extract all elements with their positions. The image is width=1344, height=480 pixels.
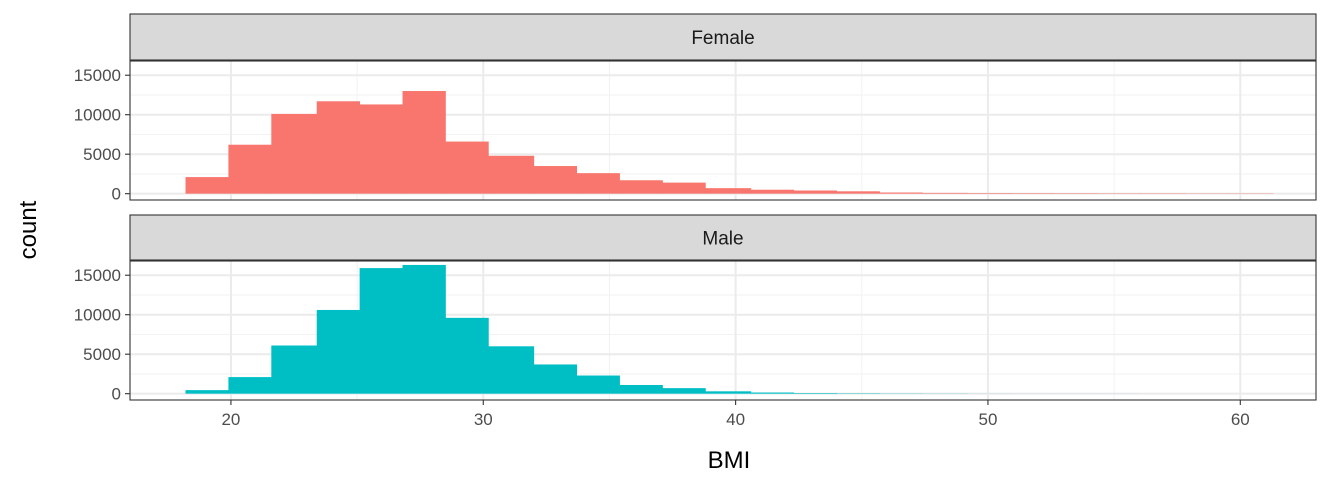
facet-panel-female: Female 0 5000 10000 15000 [74, 13, 1317, 204]
histogram-bar [359, 268, 403, 394]
histogram-bar [271, 345, 318, 394]
histogram-bar [533, 166, 578, 194]
x-tick-label: 40 [726, 410, 745, 429]
histogram-bar [922, 192, 969, 194]
y-tick-label: 15000 [74, 266, 121, 285]
histogram-bar [793, 393, 837, 394]
histogram-bar [316, 309, 361, 394]
histogram-bar [402, 91, 446, 194]
histogram-bar [488, 155, 535, 194]
y-axis-title: count [15, 200, 42, 259]
y-tick-label: 0 [112, 385, 121, 404]
histogram-bar [271, 113, 318, 194]
y-tick-label: 10000 [74, 306, 121, 325]
histogram-bar [185, 390, 229, 394]
facet-strip [129, 214, 1317, 261]
histogram-bar [402, 264, 446, 394]
histogram-bar [488, 346, 535, 394]
y-tick-label: 5000 [83, 145, 121, 164]
histogram-bar [228, 144, 272, 194]
histogram-bar [793, 190, 837, 194]
x-tick-label: 50 [978, 410, 997, 429]
x-axis-title: BMI [708, 447, 751, 474]
y-tick-label: 5000 [83, 345, 121, 364]
histogram-bar [836, 191, 880, 194]
histogram-bar [750, 392, 795, 394]
x-tick-label: 20 [221, 410, 240, 429]
panel-border [129, 260, 1317, 401]
facet-panel-male: Male 0 5000 10000 15000 [74, 214, 1317, 404]
histogram-bar [228, 377, 272, 394]
y-tick-label: 0 [112, 185, 121, 204]
histogram-bar [705, 188, 752, 194]
panel-border [129, 60, 1317, 201]
histogram-bar [619, 180, 663, 194]
x-tick-label: 30 [474, 410, 493, 429]
histogram-bar [967, 193, 1012, 194]
facet-strip-label: Male [702, 229, 743, 250]
y-tick-label: 10000 [74, 106, 121, 125]
histogram-bar [1010, 193, 1054, 194]
histogram-bar [576, 173, 620, 194]
facet-strip [129, 13, 1317, 61]
histogram-bar [533, 364, 578, 394]
histogram-bar [445, 317, 489, 394]
histogram-bar [445, 141, 489, 194]
histogram-bar [316, 101, 361, 194]
histogram-bar [576, 375, 620, 394]
histogram-bar [185, 177, 229, 194]
histogram-bar [662, 182, 706, 194]
x-tick-label: 60 [1231, 410, 1250, 429]
histogram-bar [750, 189, 795, 194]
facet-strip-label: Female [691, 28, 754, 49]
histogram-bar [879, 192, 923, 194]
histogram-bar [662, 388, 706, 394]
histogram-bar [359, 104, 403, 194]
y-tick-label: 15000 [74, 66, 121, 85]
histogram-bar [619, 384, 663, 394]
histogram-bar [705, 391, 752, 394]
